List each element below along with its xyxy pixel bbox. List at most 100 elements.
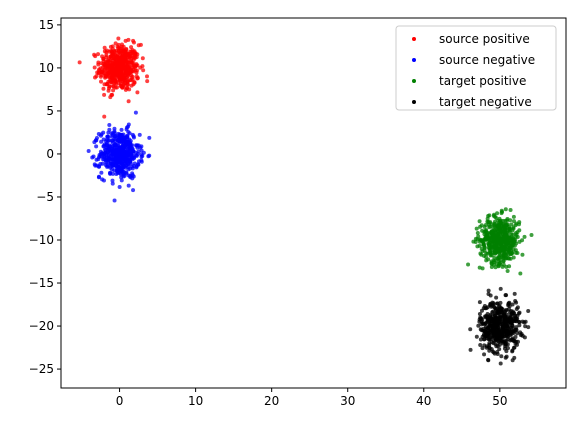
data-point [491, 324, 496, 329]
data-point [123, 87, 128, 92]
y-tick-label: 10 [39, 61, 54, 75]
data-point [130, 146, 135, 151]
data-point [474, 226, 479, 231]
data-point [123, 49, 128, 54]
data-point [115, 143, 120, 148]
data-point [135, 75, 140, 80]
data-point [515, 235, 520, 240]
data-point [499, 229, 504, 234]
data-point [123, 143, 128, 148]
data-point [122, 76, 127, 81]
data-point [117, 68, 122, 73]
data-point [508, 208, 513, 213]
data-point [97, 68, 102, 73]
data-point [486, 220, 491, 225]
series-target-positive [466, 207, 534, 276]
data-point [503, 207, 508, 212]
data-point [509, 248, 514, 253]
data-point [119, 127, 124, 132]
data-point [93, 163, 98, 168]
data-point [484, 258, 489, 263]
data-point [131, 188, 136, 193]
data-point [488, 312, 493, 317]
data-point [495, 241, 500, 246]
data-point [108, 161, 113, 166]
data-point [113, 52, 118, 57]
data-point [506, 324, 511, 329]
data-point [139, 148, 144, 153]
data-point [118, 71, 123, 76]
data-point [494, 344, 499, 349]
data-point [119, 178, 124, 183]
data-point [130, 77, 135, 82]
data-point [110, 151, 115, 156]
data-point [520, 333, 525, 338]
data-point [485, 312, 490, 317]
data-point [479, 308, 484, 313]
data-point [508, 318, 513, 323]
data-point [522, 234, 527, 239]
data-point [492, 233, 497, 238]
data-point [468, 327, 473, 332]
data-point [505, 268, 510, 273]
data-point [523, 319, 528, 324]
data-point [500, 313, 505, 318]
data-point [468, 347, 473, 352]
data-point [135, 90, 140, 95]
data-point [482, 343, 487, 348]
data-point [94, 138, 99, 143]
data-point [130, 171, 135, 176]
data-point [517, 239, 522, 244]
data-point [509, 337, 514, 342]
data-point [131, 69, 136, 74]
data-point [132, 63, 137, 68]
data-point [478, 337, 483, 342]
x-tick-label: 10 [188, 394, 203, 408]
data-point [118, 76, 123, 81]
series-source-positive [77, 36, 150, 119]
data-point [92, 65, 97, 70]
data-point [127, 87, 132, 92]
data-point [109, 138, 114, 143]
data-point [489, 265, 494, 270]
data-point [517, 320, 522, 325]
data-point [504, 293, 509, 298]
data-point [488, 335, 493, 340]
data-point [484, 233, 489, 238]
legend-marker [412, 58, 416, 62]
data-point [507, 256, 512, 261]
data-point [501, 259, 506, 264]
data-point [101, 57, 106, 62]
data-point [495, 224, 500, 228]
data-point [510, 349, 515, 354]
data-point [77, 60, 82, 65]
data-point [96, 60, 101, 65]
data-point [500, 244, 505, 249]
data-point [517, 310, 522, 315]
data-point [492, 328, 497, 333]
data-point [498, 286, 503, 291]
data-point [140, 56, 145, 61]
legend-label: source positive [439, 32, 530, 46]
data-point [140, 153, 145, 158]
data-point [112, 143, 117, 148]
data-point [515, 331, 520, 336]
data-point [124, 53, 129, 58]
data-point [497, 307, 502, 312]
data-point [504, 354, 509, 359]
data-point [500, 255, 505, 260]
data-point [122, 173, 127, 178]
data-point [504, 238, 509, 243]
data-point [520, 252, 525, 257]
data-point [103, 73, 108, 78]
y-tick-label: −10 [29, 233, 54, 247]
y-tick-label: −15 [29, 276, 54, 290]
data-point [491, 301, 496, 306]
data-point [510, 302, 515, 307]
data-point [94, 144, 99, 149]
data-point [123, 165, 128, 170]
data-point [515, 230, 520, 235]
data-point [104, 82, 109, 87]
data-point [529, 233, 534, 238]
